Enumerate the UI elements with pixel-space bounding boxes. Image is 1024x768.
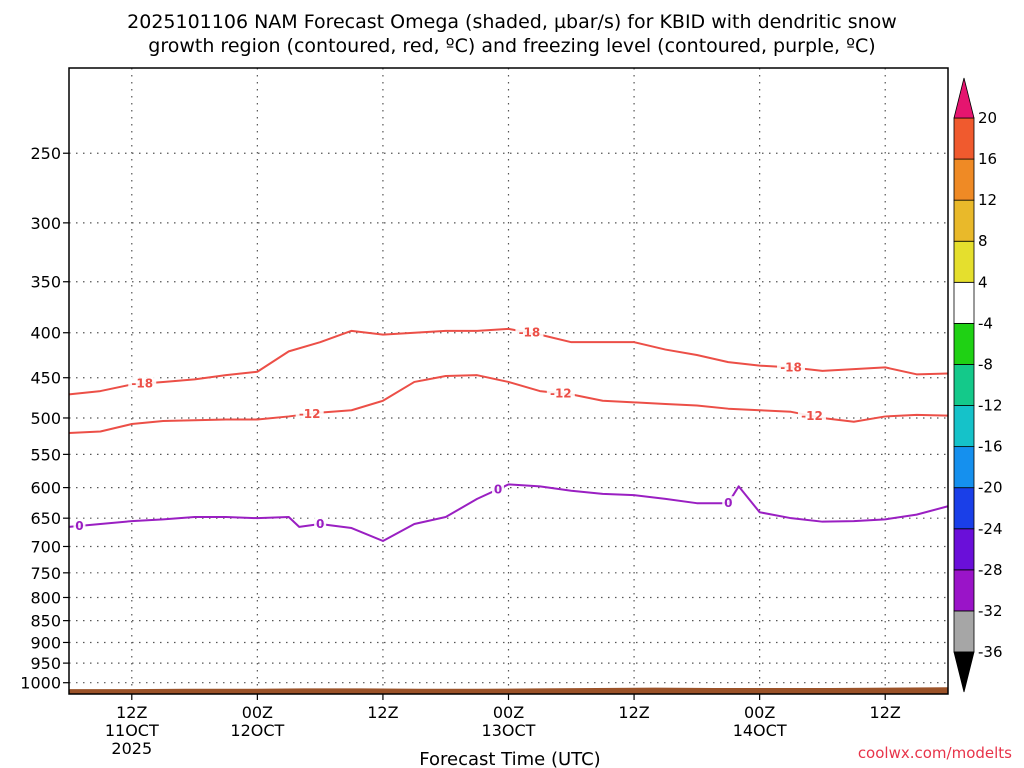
x-tick-label: 12Z [367, 703, 398, 722]
x-axis-label: Forecast Time (UTC) [419, 749, 600, 768]
colorbar-label: 4 [978, 273, 988, 291]
y-tick-label: 1000 [20, 674, 61, 693]
contour-label-bg [515, 325, 544, 340]
colorbar-label: 20 [978, 109, 997, 127]
contour-label-bg [777, 360, 806, 375]
chart-title-line-2: growth region (contoured, red, ºC) and f… [148, 35, 875, 57]
colorbar-label: -8 [978, 355, 993, 373]
colorbar-label: -4 [978, 314, 993, 332]
chart-title: 2025101106 NAM Forecast Omega (shaded, µ… [127, 11, 897, 57]
colorbar-swatch [953, 610, 975, 653]
y-tick-label: 400 [30, 324, 61, 343]
contour-label: -18 [780, 360, 802, 374]
colorbar-label: -24 [978, 520, 1003, 538]
colorbar: -36 -32 -28 -24 -20 -16 -12 -8 -4 4 8 12 16 20 [953, 77, 1003, 693]
x-tick-date: 11OCT [105, 721, 159, 740]
plot-area: -18 -18 -18 -12 -12 -12 0 0 0 0 [68, 67, 949, 695]
colorbar-label: 16 [978, 150, 997, 168]
y-tick-label: 550 [30, 445, 61, 464]
colorbar-swatch [953, 528, 975, 571]
contour-label: -12 [550, 386, 572, 400]
colorbar-label: -16 [978, 438, 1003, 456]
y-tick-label: 950 [30, 654, 61, 673]
colorbar-label: -28 [978, 561, 1003, 579]
colorbar-swatch [953, 240, 975, 283]
terrain-fill [69, 687, 948, 694]
y-tick-label: 450 [30, 369, 61, 388]
x-tick-label: 12Z [870, 703, 901, 722]
contour-label: -18 [519, 326, 541, 340]
contour-label: -12 [801, 409, 823, 423]
contour-label-bg [546, 386, 575, 401]
x-tick-label: 12Z [116, 703, 147, 722]
contour-label-bg [797, 408, 826, 423]
y-tick-label: 650 [30, 509, 61, 528]
contour-label-bg [722, 496, 735, 511]
terrain [69, 687, 948, 694]
contour-label-bg [492, 482, 505, 497]
contour-label-bg [73, 518, 86, 533]
colorbar-swatch [953, 487, 975, 530]
contour-label: 0 [494, 482, 502, 496]
colorbar-label: -32 [978, 602, 1003, 620]
colorbar-swatch [953, 281, 975, 324]
contour-line [68, 483, 949, 542]
colorbar-label: -36 [978, 643, 1003, 661]
y-tick-label: 600 [30, 479, 61, 498]
colorbar-label: 8 [978, 232, 988, 250]
x-tick-date: 14OCT [733, 721, 787, 740]
y-tick-label: 350 [30, 273, 61, 292]
x-tick-label: 00Z [242, 703, 273, 722]
y-tick-label: 300 [30, 214, 61, 233]
y-tick-label: 900 [30, 633, 61, 652]
x-tick-year: 2025 [111, 739, 152, 758]
contour-label-bg [128, 376, 157, 391]
chart-title-line-1: 2025101106 NAM Forecast Omega (shaded, µ… [127, 11, 897, 33]
contour-label-bg [314, 517, 327, 532]
colorbar-label: -20 [978, 479, 1003, 497]
y-tick-label: 800 [30, 588, 61, 607]
y-tick-label: 850 [30, 612, 61, 631]
colorbar-swatch [953, 322, 975, 365]
colorbar-high-extension [953, 77, 975, 119]
contour-label: 0 [316, 517, 324, 531]
colorbar-swatch [953, 364, 975, 406]
credit-text: coolwx.com/modelts [858, 744, 1012, 762]
x-tick-label: 00Z [493, 703, 524, 722]
x-tick-date: 12OCT [230, 721, 284, 740]
colorbar-swatch [953, 117, 975, 160]
x-tick-date: 13OCT [482, 721, 536, 740]
colorbar-low-extension [953, 651, 975, 693]
contour-label: 0 [724, 496, 732, 510]
colorbar-label: 12 [978, 191, 997, 209]
y-tick-label: 250 [30, 144, 61, 163]
contour-label-bg [295, 406, 324, 421]
contour-label: -12 [299, 407, 321, 421]
x-tick-label: 12Z [618, 703, 649, 722]
y-axis: 250 300 350 400 450 500 550 600 650 700 750 800 850 9… [20, 144, 69, 693]
colorbar-swatch [953, 158, 975, 201]
contour-label: 0 [75, 519, 83, 533]
y-tick-label: 500 [30, 409, 61, 428]
colorbar-swatch [953, 569, 975, 612]
colorbar-swatch [953, 199, 975, 242]
contours: -18 -18 -18 -12 -12 -12 0 0 0 0 [68, 325, 949, 542]
y-tick-label: 700 [30, 537, 61, 556]
y-tick-label: 750 [30, 564, 61, 583]
contour-label: -18 [131, 377, 153, 391]
colorbar-swatch [953, 446, 975, 489]
colorbar-label: -12 [978, 397, 1003, 415]
x-tick-label: 00Z [744, 703, 775, 722]
colorbar-swatch [953, 405, 975, 448]
